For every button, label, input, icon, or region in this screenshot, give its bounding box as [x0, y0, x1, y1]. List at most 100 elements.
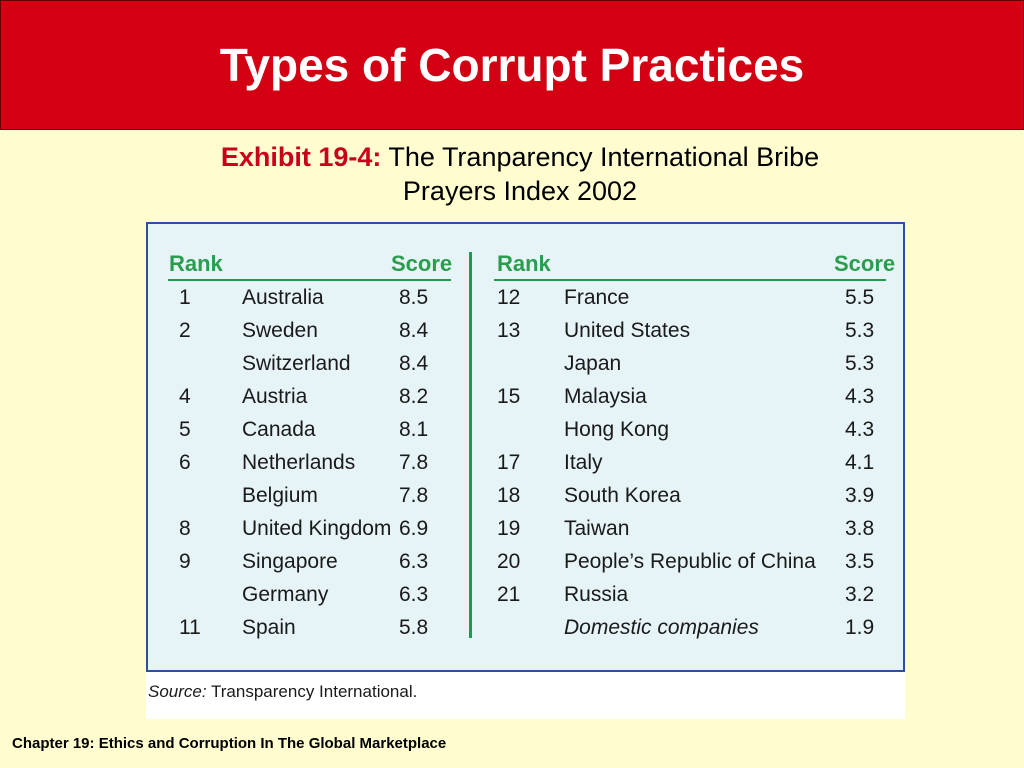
country-cell: Netherlands	[242, 451, 356, 474]
rank-cell: 12	[497, 286, 521, 309]
title-bar: Types of Corrupt Practices	[0, 0, 1024, 130]
country-cell: Canada	[242, 418, 316, 441]
country-cell: United States	[564, 319, 691, 342]
table-row: 1 Australia 8.5	[148, 286, 903, 316]
table-row: Domestic companies 1.9	[148, 616, 903, 646]
score-cell: 8.4	[399, 352, 429, 375]
country-cell: Australia	[242, 286, 324, 309]
table-row: Japan 5.3	[148, 352, 903, 382]
table-row: 21 Russia 3.2	[148, 583, 903, 613]
country-cell: Austria	[242, 385, 308, 408]
score-cell: 5.8	[399, 616, 429, 639]
score-cell: 3.2	[845, 583, 875, 606]
rank-cell: 21	[497, 583, 521, 606]
caption-line-1: The Tranparency International Bribe	[388, 142, 820, 172]
country-cell: Belgium	[242, 484, 318, 507]
table-row: 15 Malaysia 4.3	[148, 385, 903, 415]
table-row: 8 United Kingdom 6.9	[148, 517, 903, 547]
header-rank-left: Rank	[169, 251, 223, 276]
score-cell: 4.3	[845, 418, 875, 441]
table-row: 12 France 5.5	[148, 286, 903, 316]
table-row: Germany 6.3	[148, 583, 903, 613]
exhibit-panel: Rank Score Rank Score 1 Australia 8.5 2 Swed…	[146, 222, 905, 719]
rank-cell: 4	[179, 385, 191, 408]
table-row: 4 Austria 8.2	[148, 385, 903, 415]
rank-cell: 13	[497, 319, 521, 342]
country-cell: Germany	[242, 583, 329, 606]
score-cell: 3.5	[845, 550, 875, 573]
source-note: Source: Transparency International.	[148, 682, 417, 702]
slide-title: Types of Corrupt Practices	[219, 39, 805, 91]
rank-cell: 2	[179, 319, 191, 342]
table-row: Belgium 7.8	[148, 484, 903, 514]
table-row: 17 Italy 4.1	[148, 451, 903, 481]
rank-cell: 15	[497, 385, 521, 408]
rank-cell: 9	[179, 550, 191, 573]
score-cell: 6.9	[399, 517, 429, 540]
source-text: Transparency International.	[211, 682, 418, 701]
table-row: 5 Canada 8.1	[148, 418, 903, 448]
rank-cell: 17	[497, 451, 521, 474]
rank-cell: 5	[179, 418, 191, 441]
column-divider	[469, 252, 472, 638]
score-cell: 5.3	[845, 319, 875, 342]
score-cell: 8.5	[399, 286, 429, 309]
score-cell: 7.8	[399, 451, 429, 474]
header-score-left: Score	[391, 251, 453, 276]
country-cell: Domestic companies	[564, 616, 759, 639]
rank-cell: 11	[179, 616, 201, 639]
country-cell: Japan	[564, 352, 622, 375]
country-cell: Italy	[564, 451, 603, 474]
score-cell: 6.3	[399, 550, 429, 573]
country-cell: France	[564, 286, 630, 309]
country-cell: Singapore	[242, 550, 338, 573]
country-cell: Sweden	[242, 319, 318, 342]
rank-cell: 8	[179, 517, 191, 540]
score-cell: 3.9	[845, 484, 875, 507]
score-cell: 8.2	[399, 385, 429, 408]
country-cell: Spain	[242, 616, 296, 639]
table-row: 9 Singapore 6.3	[148, 550, 903, 580]
score-cell: 8.1	[399, 418, 429, 441]
score-cell: 4.3	[845, 385, 875, 408]
footer-chapter: Chapter 19: Ethics and Corruption In The…	[12, 735, 447, 752]
rank-cell: 6	[179, 451, 191, 474]
table-row: 18 South Korea 3.9	[148, 484, 903, 514]
source-label: Source:	[148, 682, 207, 701]
table-row: Hong Kong 4.3	[148, 418, 903, 448]
country-cell: Taiwan	[564, 517, 630, 540]
country-cell: Russia	[564, 583, 629, 606]
header-score-right: Score	[834, 251, 896, 276]
header-rule-right	[494, 279, 886, 281]
country-cell: Switzerland	[242, 352, 351, 375]
table-row: 2 Sweden 8.4	[148, 319, 903, 349]
table-row: Switzerland 8.4	[148, 352, 903, 382]
header-rule-left	[168, 279, 451, 281]
country-cell: South Korea	[564, 484, 681, 507]
bribe-index-table: Rank Score Rank Score 1 Australia 8.5 2 Swed…	[146, 222, 905, 672]
score-cell: 5.3	[845, 352, 875, 375]
country-cell: Malaysia	[564, 385, 647, 408]
score-cell: 3.8	[845, 517, 875, 540]
exhibit-label: Exhibit 19-4:	[220, 142, 382, 172]
rank-cell: 18	[497, 484, 521, 507]
score-cell: 5.5	[845, 286, 875, 309]
score-cell: 4.1	[845, 451, 875, 474]
rank-cell: 20	[497, 550, 521, 573]
score-cell: 8.4	[399, 319, 429, 342]
table-row: 20 People’s Republic of China 3.5	[148, 550, 903, 580]
country-cell: Hong Kong	[564, 418, 670, 441]
score-cell: 6.3	[399, 583, 429, 606]
table-row: 11 Spain 5.8	[148, 616, 903, 646]
exhibit-caption: Exhibit 19-4: The Tranparency Internatio…	[120, 140, 920, 208]
score-cell: 1.9	[845, 616, 875, 639]
rank-cell: 1	[179, 286, 191, 309]
header-rank-right: Rank	[497, 251, 551, 276]
country-cell: United Kingdom	[242, 517, 392, 540]
country-cell: People’s Republic of China	[564, 550, 816, 573]
table-row: 19 Taiwan 3.8	[148, 517, 903, 547]
table-row: 6 Netherlands 7.8	[148, 451, 903, 481]
table-row: 13 United States 5.3	[148, 319, 903, 349]
caption-line-2: Prayers Index 2002	[402, 176, 638, 206]
score-cell: 7.8	[399, 484, 429, 507]
